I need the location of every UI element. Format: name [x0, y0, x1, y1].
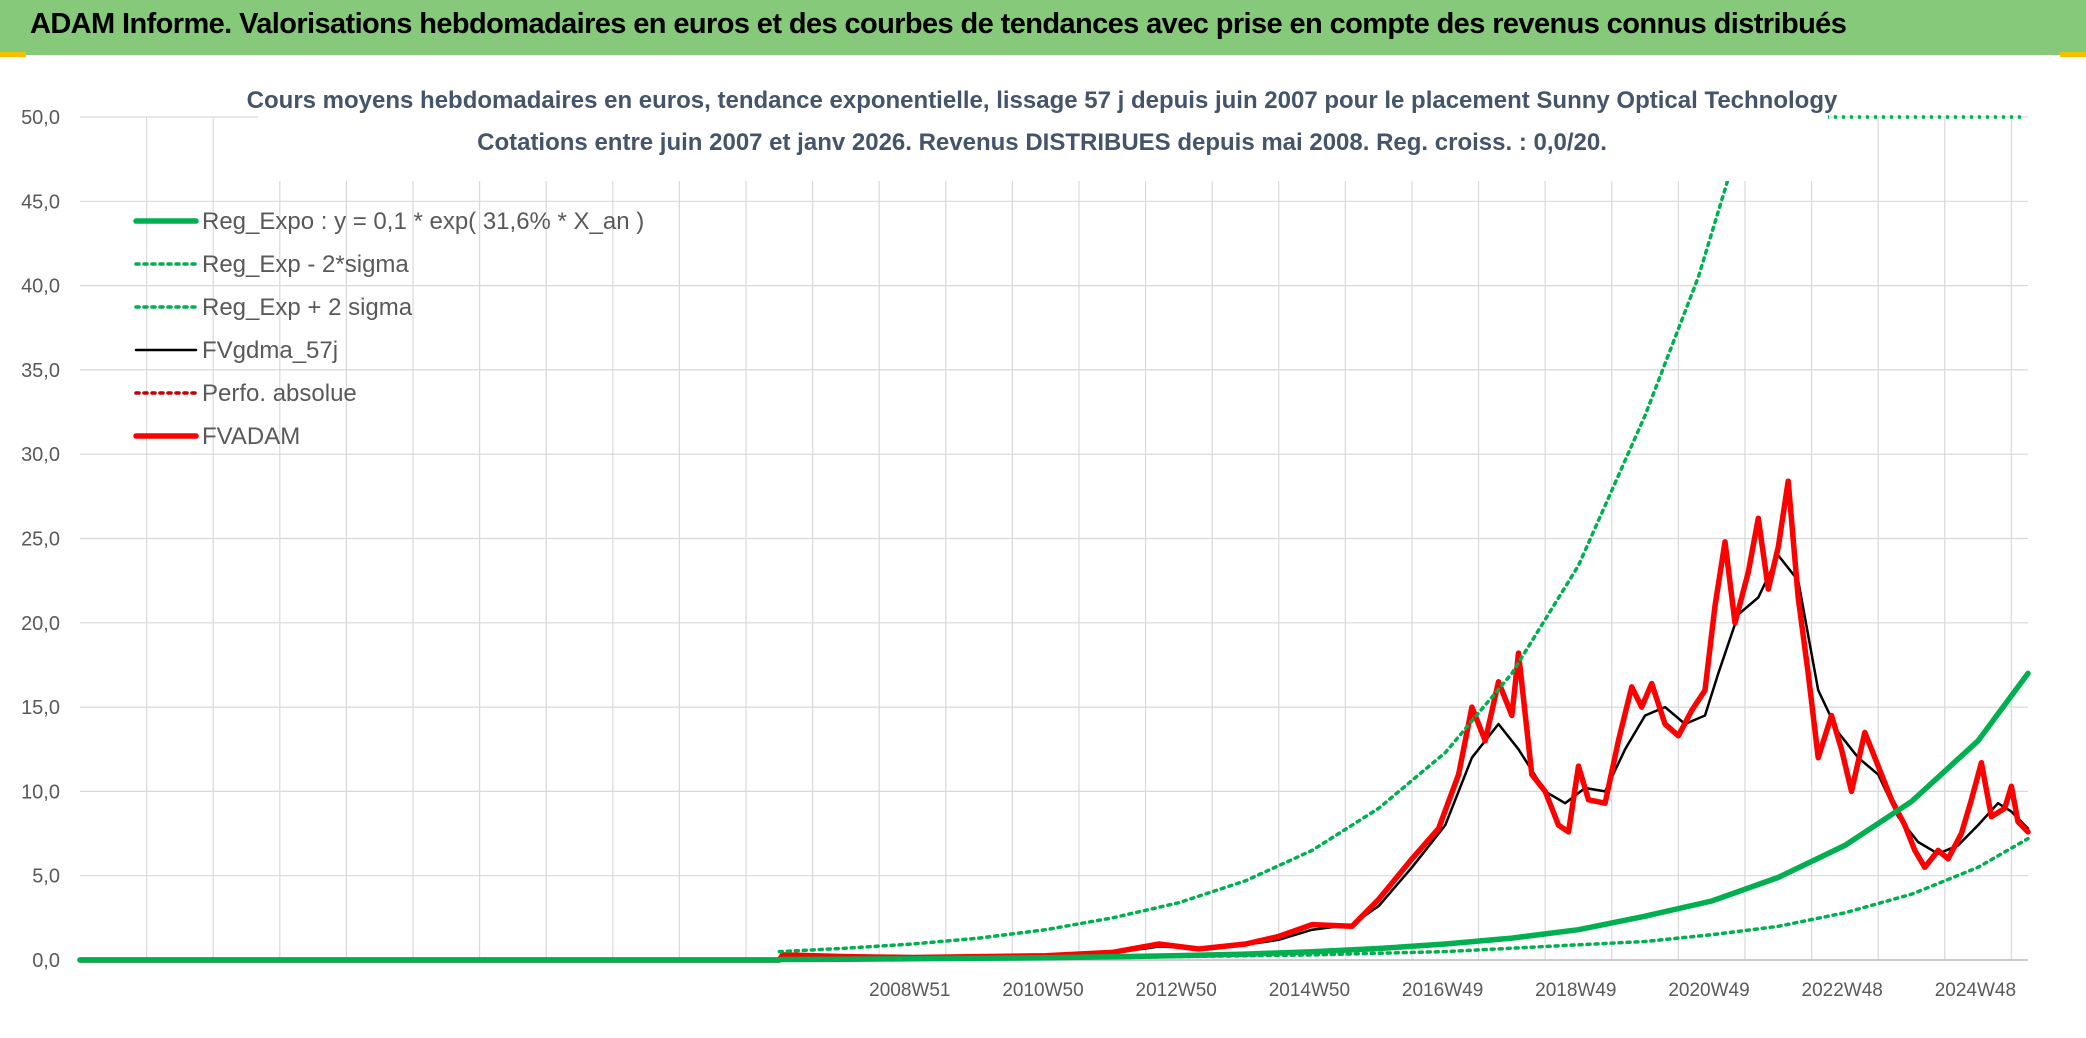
series-layer: [77, 115, 2031, 963]
series-line-0: [77, 670, 2031, 963]
axis-labels: 0,0 5,0 10,0 15,0 20,0 25,0 30,0 35,0 40,0 45,0 50…: [21, 107, 2016, 1001]
x-tick-label: 2022W48: [1802, 980, 1883, 1001]
x-tick-label: 2018W49: [1535, 980, 1616, 1001]
legend: Reg_Expo : y = 0,1 * exp( 31,6% * X_an )…: [133, 208, 644, 450]
y-tick-label: 20,0: [21, 613, 60, 635]
chart-title: Cours moyens hebdomadaires en euros, ten…: [247, 87, 1838, 114]
y-tick-label: 15,0: [21, 697, 60, 719]
x-tick-label: 2016W49: [1402, 980, 1483, 1001]
y-tick-label: 0,0: [32, 950, 60, 972]
y-tick-label: 30,0: [21, 444, 60, 466]
title-background: [258, 83, 1828, 181]
legend-label: Reg_Exp + 2 sigma: [202, 294, 413, 321]
banner: ADAM Informe. Valorisations hebdomadaire…: [0, 0, 2086, 55]
chart-subtitle: Cotations entre juin 2007 et janv 2026. …: [477, 129, 1607, 156]
series-line-2: [777, 165, 1734, 954]
banner-corner-left: [0, 52, 26, 57]
series-line-1: [777, 836, 2030, 962]
y-tick-label: 50,0: [21, 107, 60, 129]
y-tick-label: 25,0: [21, 529, 60, 551]
x-tick-label: 2012W50: [1136, 980, 1217, 1001]
x-tick-label: 2014W50: [1269, 980, 1350, 1001]
legend-label: Perfo. absolue: [202, 380, 357, 407]
x-tick-label: 2008W51: [869, 980, 950, 1001]
series-line-5: [77, 478, 2031, 963]
y-tick-label: 10,0: [21, 781, 60, 803]
y-tick-label: 35,0: [21, 360, 60, 382]
x-tick-label: 2020W49: [1668, 980, 1749, 1001]
x-tick-label: 2010W50: [1002, 980, 1083, 1001]
x-tick-label: 2024W48: [1935, 980, 2016, 1001]
y-tick-label: 40,0: [21, 276, 60, 298]
legend-label: Reg_Exp - 2*sigma: [202, 251, 409, 278]
grid-lines: [80, 116, 2028, 961]
legend-label: Reg_Expo : y = 0,1 * exp( 31,6% * X_an ): [202, 208, 644, 235]
banner-corner-right: [2060, 52, 2086, 57]
legend-label: FVgdma_57j: [202, 337, 338, 364]
chart: 0,0 5,0 10,0 15,0 20,0 25,0 30,0 35,0 40,0 45,0 50…: [21, 83, 2031, 1001]
y-tick-label: 45,0: [21, 191, 60, 213]
y-tick-label: 5,0: [32, 866, 60, 888]
legend-label: FVADAM: [202, 423, 300, 450]
banner-title: ADAM Informe. Valorisations hebdomadaire…: [30, 8, 1847, 40]
